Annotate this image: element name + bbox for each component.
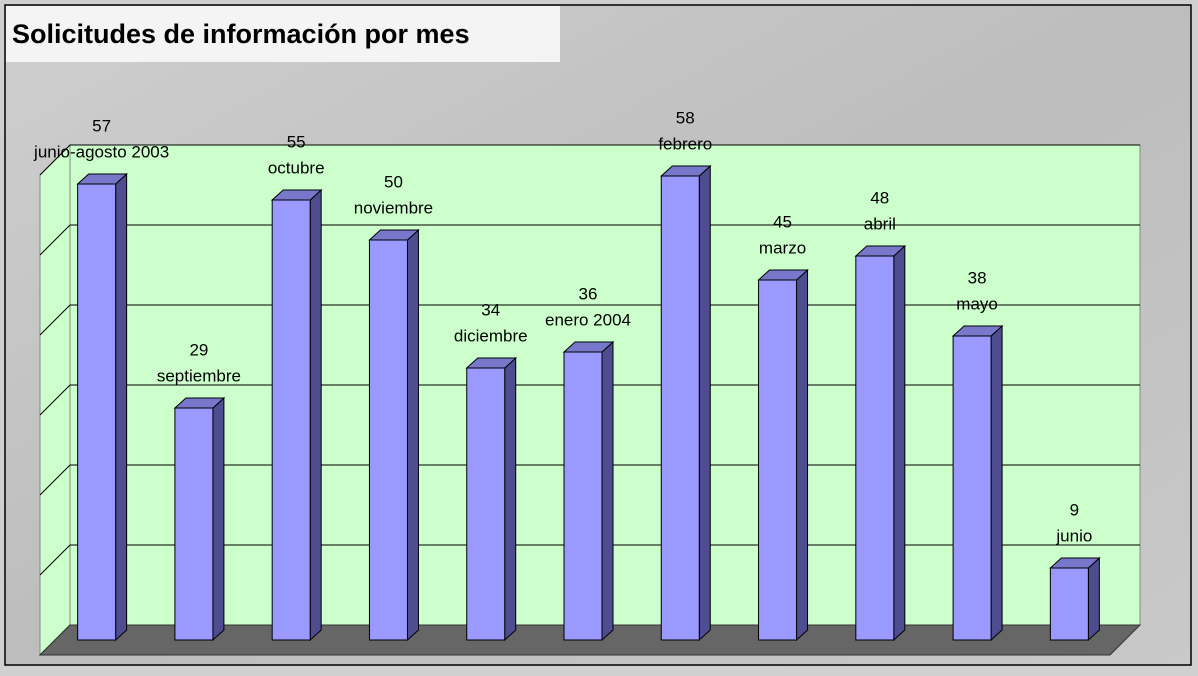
grid-line-side <box>39 384 71 416</box>
category-label: diciembre <box>454 326 528 345</box>
data-label: 48 <box>870 188 889 207</box>
plot-area: 57 junio-agosto 2003 29 septiembre 55 octubre… <box>33 108 1142 657</box>
data-label: 55 <box>287 132 306 151</box>
grid-line-side <box>39 224 71 256</box>
bar <box>77 183 117 641</box>
data-label: 50 <box>384 172 403 191</box>
bar <box>466 367 506 641</box>
bar-side <box>893 244 906 642</box>
bar-side <box>406 228 419 642</box>
bar <box>758 279 798 641</box>
title-box <box>6 6 560 62</box>
bar <box>855 255 895 641</box>
data-label: 36 <box>579 284 598 303</box>
data-label: 29 <box>189 340 208 359</box>
bar-side <box>309 188 322 642</box>
grid-line-side <box>39 464 71 496</box>
bar <box>952 335 992 641</box>
bar-side <box>115 172 128 642</box>
bar <box>368 239 408 641</box>
grid-line-side <box>39 304 71 336</box>
bar-side <box>1087 556 1100 642</box>
grid-line-side <box>39 144 71 176</box>
category-label: marzo <box>759 238 806 257</box>
category-label: septiembre <box>157 366 241 385</box>
category-label: octubre <box>268 158 325 177</box>
data-label: 45 <box>773 212 792 231</box>
data-label: 57 <box>92 116 111 135</box>
grid-line-side <box>39 544 71 576</box>
bar-side <box>990 324 1003 642</box>
bar <box>660 175 700 641</box>
bar <box>1049 567 1089 641</box>
category-label: enero 2004 <box>545 310 631 329</box>
data-label: 38 <box>968 268 987 287</box>
data-label: 34 <box>481 300 500 319</box>
data-label: 58 <box>676 108 695 127</box>
bar <box>563 351 603 641</box>
bar-side <box>796 268 809 642</box>
bar-side <box>212 396 225 642</box>
data-label: 9 <box>1070 500 1079 519</box>
bar-side <box>698 164 711 642</box>
category-label: febrero <box>658 134 712 153</box>
category-label: mayo <box>956 294 998 313</box>
category-label: junio <box>1055 526 1092 545</box>
bar-side <box>601 340 614 642</box>
bar <box>271 199 311 641</box>
category-label: noviembre <box>354 198 433 217</box>
chart-title: Solicitudes de información por mes <box>12 19 470 49</box>
bar <box>174 407 214 641</box>
category-label: junio-agosto 2003 <box>33 142 169 161</box>
category-label: abril <box>864 214 896 233</box>
bar-side <box>504 356 517 642</box>
